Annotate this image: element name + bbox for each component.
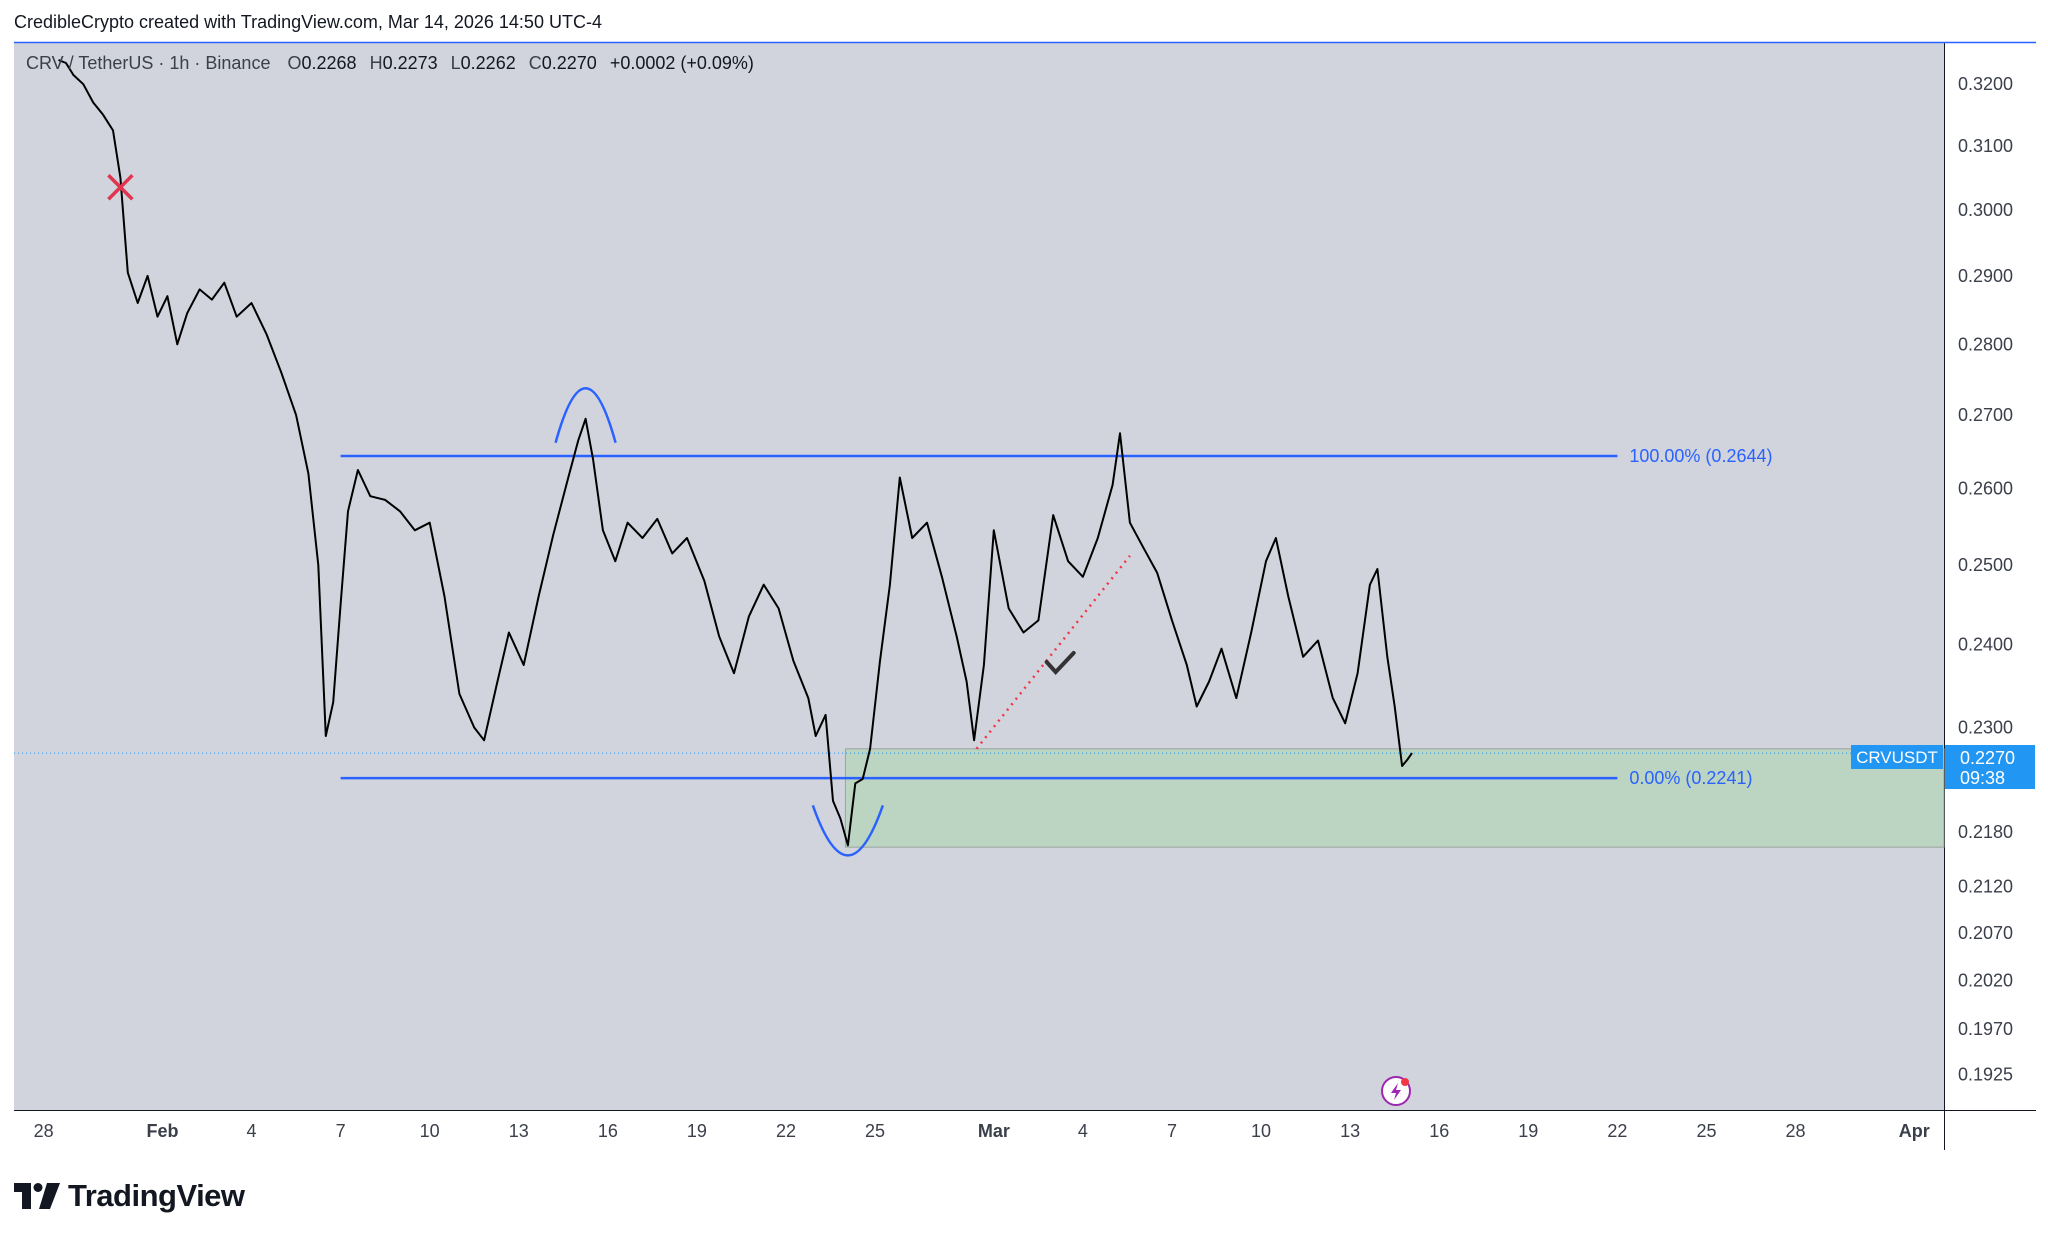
tradingview-logo-text: TradingView [68, 1178, 245, 1213]
time-scale[interactable] [14, 1110, 2036, 1150]
price-tag-countdown: 09:38 [1960, 768, 2005, 788]
price-tick-label: 0.2120 [1958, 876, 2013, 896]
time-tick-label: 16 [598, 1121, 618, 1141]
arc-bottom-annotation [811, 804, 885, 857]
legend-open-label: O [287, 53, 301, 73]
time-tick-label: 4 [247, 1121, 257, 1141]
legend-high-label: H [370, 53, 383, 73]
annotation-layer [107, 174, 1131, 857]
legend-open-value: 0.2268 [301, 53, 356, 73]
time-tick-label: 7 [336, 1121, 346, 1141]
plot-background [14, 42, 1944, 1110]
price-series-layer [58, 59, 1413, 847]
time-tick-label: Apr [1899, 1121, 1930, 1141]
time-tick-label: 28 [1786, 1121, 1806, 1141]
flash-icon[interactable] [1381, 1076, 1411, 1106]
price-tick-label: 0.2500 [1958, 555, 2013, 575]
price-tick-label: 0.3100 [1958, 136, 2013, 156]
price-tick-label: 0.2800 [1958, 334, 2013, 354]
check-mark-icon [1044, 651, 1076, 675]
price-tick-label: 0.2070 [1958, 923, 2013, 943]
legend-change: +0.0002 (+0.09%) [610, 53, 754, 73]
legend-high-value: 0.2273 [383, 53, 438, 73]
tradingview-logo[interactable]: TradingView [14, 1178, 245, 1214]
symbol-tag-bg [1851, 745, 1943, 769]
legend-low-label: L [451, 53, 461, 73]
price-tick-label: 0.2900 [1958, 266, 2013, 286]
symbol-tag-text: CRVUSDT [1856, 748, 1938, 767]
time-tick-label: 19 [1518, 1121, 1538, 1141]
price-tag-bg [1945, 745, 2035, 789]
price-tick-label: 0.2400 [1958, 635, 2013, 655]
time-tick-label: 10 [420, 1121, 440, 1141]
time-tick-label: 25 [865, 1121, 885, 1141]
demand-zone [844, 748, 1945, 848]
price-tick-label: 0.1925 [1958, 1064, 2013, 1084]
price-tick-label: 0.2600 [1958, 479, 2013, 499]
price-tick-label: 0.3000 [1958, 200, 2013, 220]
legend-low-value: 0.2262 [461, 53, 516, 73]
time-tick-label: 7 [1167, 1121, 1177, 1141]
price-tick-label: 0.2020 [1958, 970, 2013, 990]
time-tick-label: 4 [1078, 1121, 1088, 1141]
time-tick-label: 25 [1696, 1121, 1716, 1141]
price-scale[interactable] [1944, 42, 2036, 1110]
price-tick-label: 0.2700 [1958, 405, 2013, 425]
fib-level-label: 0.00% (0.2241) [1629, 768, 1752, 788]
price-tick-label: 0.2300 [1958, 718, 2013, 738]
legend: CRV / TetherUS · 1h · Binance O0.2268 H0… [26, 53, 754, 73]
price-line [58, 59, 1413, 847]
cross-mark-icon [107, 174, 134, 201]
price-axis-labels: 0.3200 0.3100 0.3000 0.2900 0.2800 0.2700 0.26… [1958, 74, 2013, 1084]
time-tick-label: 10 [1251, 1121, 1271, 1141]
time-tick-label: 19 [687, 1121, 707, 1141]
time-axis-labels: 28 Feb 4 7 10 13 16 19 22 25 Mar 4 7 10 13 16 19 22 25 28 Ap… [34, 1121, 1930, 1141]
legend-close-label: C [529, 53, 542, 73]
time-tick-label: 16 [1429, 1121, 1449, 1141]
time-tick-label: 22 [1607, 1121, 1627, 1141]
tradingview-logo-icon [14, 1183, 60, 1209]
time-tick-label: 28 [34, 1121, 54, 1141]
price-tag: CRVUSDT 0.2270 09:38 [1851, 745, 2035, 789]
price-tag-value: 0.2270 [1960, 748, 2015, 768]
chart-attribution: CredibleCrypto created with TradingView.… [14, 12, 602, 32]
time-tick-label: 13 [1340, 1121, 1360, 1141]
time-tick-label: Feb [146, 1121, 178, 1141]
time-tick-label: Mar [978, 1121, 1010, 1141]
demand-zone-layer [14, 748, 1945, 848]
arc-top-annotation [554, 387, 617, 444]
price-tick-label: 0.3200 [1958, 74, 2013, 94]
time-tick-label: 13 [509, 1121, 529, 1141]
legend-symbol: CRV / TetherUS · 1h · Binance [26, 53, 270, 73]
legend-close-value: 0.2270 [542, 53, 597, 73]
fib-retracement-layer[interactable]: 100.00% (0.2644) 0.00% (0.2241) [340, 446, 1773, 788]
fib-level-label: 100.00% (0.2644) [1629, 446, 1772, 466]
price-tick-label: 0.1970 [1958, 1019, 2013, 1039]
time-tick-label: 22 [776, 1121, 796, 1141]
price-tick-label: 0.2180 [1958, 822, 2013, 842]
